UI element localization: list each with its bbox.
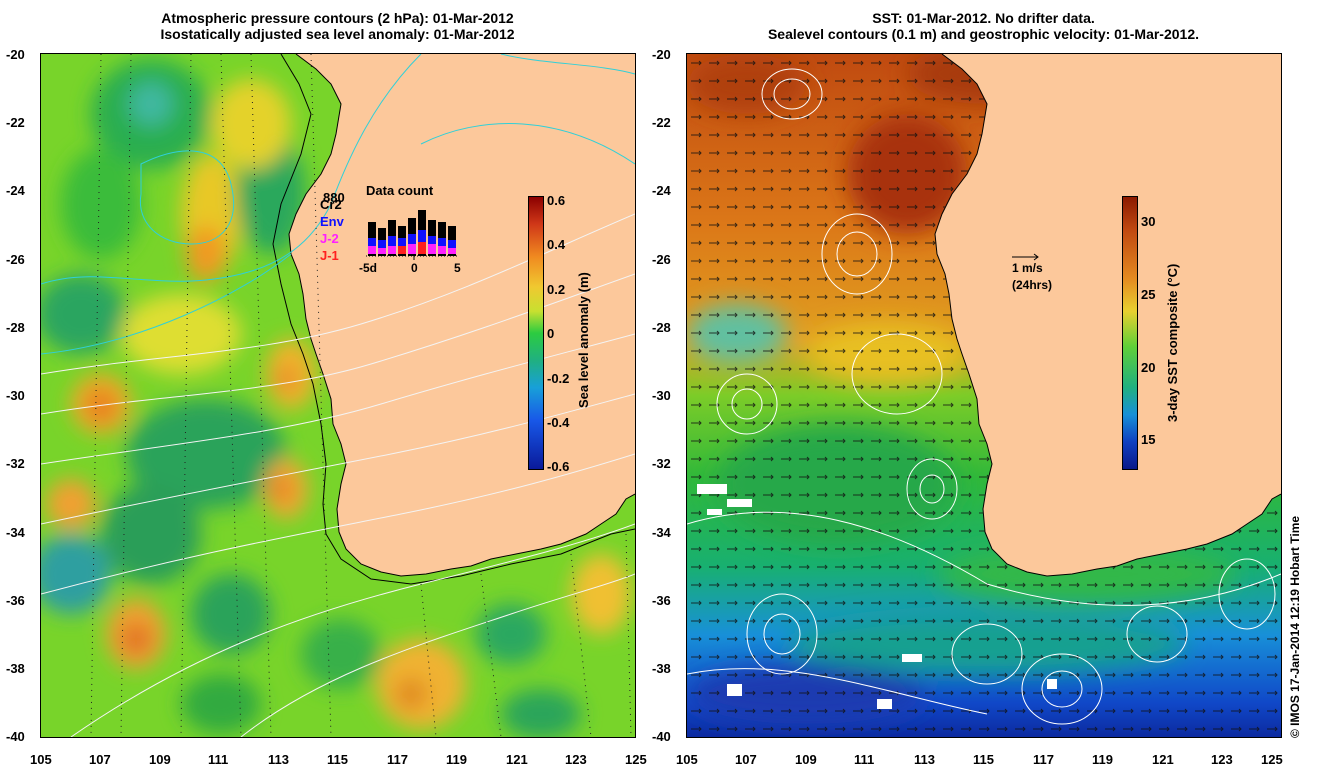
- sla-map: [41, 54, 635, 737]
- lon-tick: 105: [30, 752, 52, 767]
- australia-landmass: [935, 54, 1281, 576]
- data-count-chart: [366, 210, 458, 260]
- velocity-scale-period: (24hrs): [1012, 278, 1053, 292]
- sst-colorbar: [1122, 196, 1138, 470]
- lat-tick: -34: [6, 525, 25, 540]
- coastline: [288, 54, 635, 577]
- sla-tick-2: 0.2: [547, 282, 566, 297]
- lon-tick: 111: [854, 752, 875, 767]
- lon-tick: 107: [89, 752, 111, 767]
- sst-map: [687, 54, 1281, 737]
- sla-map-panel[interactable]: Data count 880 Cr2 Env J-2 J-1 -5d 0 5 0…: [40, 53, 636, 738]
- sla-tick-6: -0.6: [547, 459, 570, 474]
- lat-tick: -30: [652, 388, 671, 403]
- lat-tick: -28: [652, 320, 671, 335]
- sst-tick-15: 15: [1141, 432, 1156, 447]
- lon-tick: 121: [506, 752, 528, 767]
- lat-tick: -20: [652, 47, 671, 62]
- lon-tick: 123: [1211, 752, 1233, 767]
- data-count-tick-5: 5: [454, 261, 461, 275]
- lon-tick: 113: [268, 752, 289, 767]
- lat-tick: -24: [652, 183, 671, 198]
- shelf-contour: [272, 54, 635, 585]
- lon-tick: 113: [914, 752, 935, 767]
- left-title-line1: Atmospheric pressure contours (2 hPa): 0…: [161, 10, 514, 26]
- lon-tick: 123: [565, 752, 587, 767]
- lon-tick: 115: [327, 752, 348, 767]
- lat-tick: -22: [652, 115, 671, 130]
- lon-tick: 109: [795, 752, 817, 767]
- data-count-max: 880: [323, 190, 345, 205]
- lat-tick: -20: [6, 47, 25, 62]
- data-count-title: Data count: [366, 183, 434, 198]
- left-title-line2: Isostatically adjusted sea level anomaly…: [160, 26, 515, 42]
- lon-tick: 119: [1092, 752, 1113, 767]
- sla-tick-3: 0: [547, 326, 555, 341]
- lat-tick: -30: [6, 388, 25, 403]
- right-title-line1: SST: 01-Mar-2012. No drifter data.: [872, 10, 1095, 26]
- velocity-scale-speed: 1 m/s: [1012, 261, 1043, 275]
- sla-tick-0: 0.6: [547, 193, 566, 208]
- sla-colorbar: [528, 196, 544, 470]
- sla-colorbar-label: Sea level anomaly (m): [576, 272, 591, 408]
- sst-map-panel[interactable]: 1 m/s (24hrs) 30 25 20 15 3-day SST comp…: [686, 53, 1282, 738]
- lat-tick: -40: [652, 729, 671, 744]
- lat-tick: -34: [652, 525, 671, 540]
- lat-tick: -32: [652, 456, 671, 471]
- lon-tick: 125: [1261, 752, 1283, 767]
- satellite-j1: J-1: [320, 248, 339, 263]
- australia-landmass: [289, 54, 635, 576]
- low-pressure-contours: [41, 54, 635, 355]
- sst-tick-30: 30: [1141, 214, 1156, 229]
- imos-credit: © IMOS 17-Jan-2014 12:19 Hobart Time: [1288, 515, 1302, 738]
- geostrophic-velocity-field: [687, 54, 1281, 737]
- lat-tick: -26: [6, 252, 25, 267]
- lat-tick: -36: [652, 593, 671, 608]
- lon-tick: 107: [735, 752, 757, 767]
- lon-tick: 117: [1033, 752, 1054, 767]
- data-count-tick-neg5: -5d: [359, 261, 377, 275]
- left-title: Atmospheric pressure contours (2 hPa): 0…: [40, 10, 635, 42]
- sla-tick-1: 0.4: [547, 237, 566, 252]
- lon-tick: 125: [625, 752, 647, 767]
- lat-tick: -38: [652, 661, 671, 676]
- lat-tick: -38: [6, 661, 25, 676]
- sst-tick-25: 25: [1141, 287, 1156, 302]
- lon-tick: 121: [1152, 752, 1174, 767]
- sla-tick-4: -0.2: [547, 371, 570, 386]
- lat-tick: -28: [6, 320, 25, 335]
- lon-tick: 115: [973, 752, 994, 767]
- satellite-j2: J-2: [320, 231, 339, 246]
- data-count-bars: [368, 210, 456, 256]
- altimeter-tracks: [90, 54, 632, 737]
- satellite-cr2: Cr2: [320, 197, 342, 212]
- sst-colorbar-label: 3-day SST composite (°C): [1165, 263, 1180, 422]
- right-title-line2: Sealevel contours (0.1 m) and geostrophi…: [767, 26, 1200, 42]
- velocity-scale-arrow: [1012, 253, 1039, 261]
- pressure-contours: [41, 213, 635, 737]
- lon-tick: 117: [387, 752, 408, 767]
- lat-tick: -24: [6, 183, 25, 198]
- lat-tick: -26: [652, 252, 671, 267]
- lon-tick: 105: [676, 752, 698, 767]
- sla-anomaly-field: [41, 59, 631, 737]
- lat-tick: -36: [6, 593, 25, 608]
- right-title: SST: 01-Mar-2012. No drifter data. Seale…: [686, 10, 1281, 42]
- lat-tick: -32: [6, 456, 25, 471]
- lon-tick: 119: [446, 752, 467, 767]
- lon-tick: 111: [208, 752, 229, 767]
- cloud-gaps: [697, 484, 1057, 709]
- sst-tick-20: 20: [1141, 360, 1156, 375]
- lon-tick: 109: [149, 752, 171, 767]
- sealevel-contours: [687, 68, 1281, 725]
- data-count-tick-0: 0: [411, 261, 418, 275]
- lat-tick: -22: [6, 115, 25, 130]
- satellite-env: Env: [320, 214, 344, 229]
- sla-tick-5: -0.4: [547, 415, 570, 430]
- lat-tick: -40: [6, 729, 25, 744]
